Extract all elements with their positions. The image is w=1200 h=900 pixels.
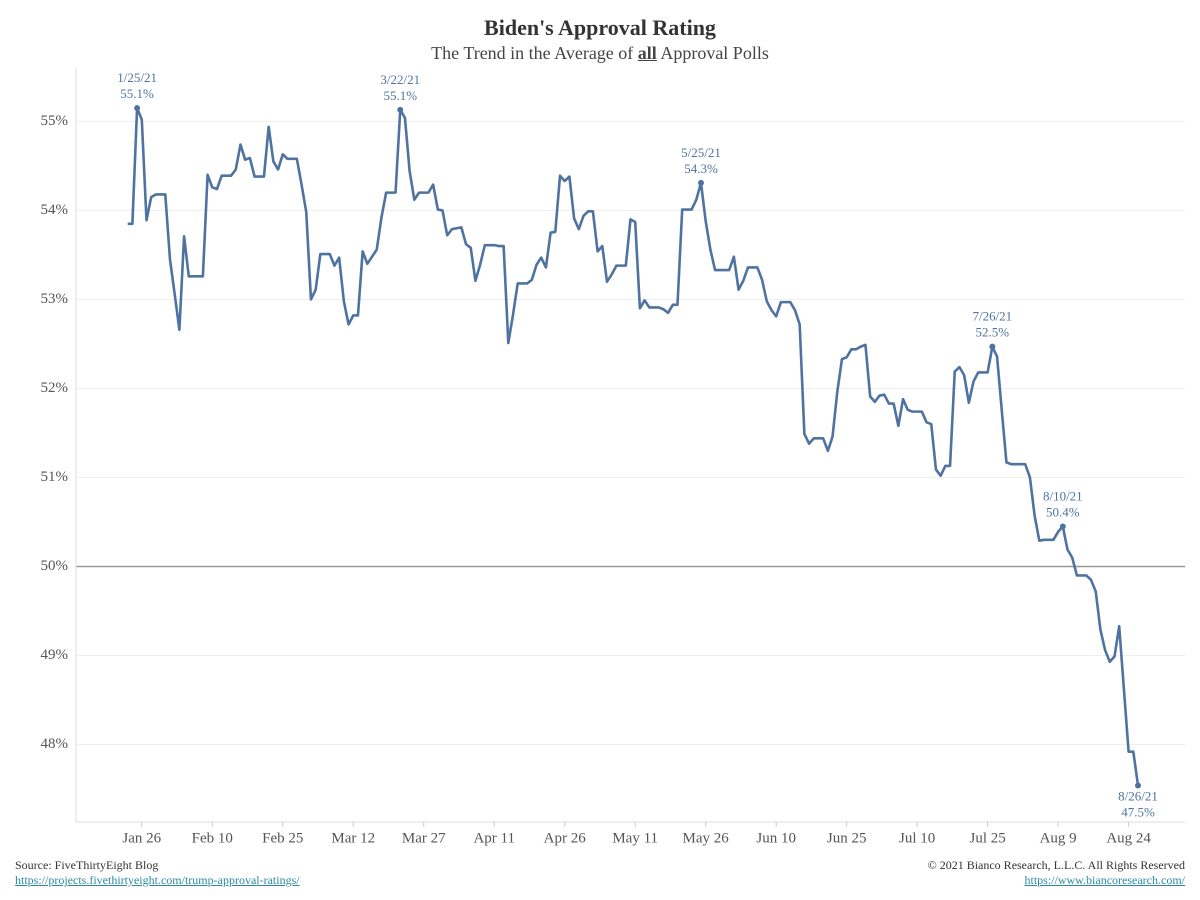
x-tick-label: Jun 10: [756, 830, 796, 846]
x-tick-label: May 26: [683, 830, 730, 846]
annotation-date: 3/22/21: [380, 72, 420, 87]
y-tick-label: 54%: [41, 202, 69, 218]
x-tick-label: Aug 9: [1040, 830, 1077, 846]
annotation-date: 5/25/21: [681, 145, 721, 160]
y-tick-label: 52%: [41, 380, 69, 396]
annotation-value: 54.3%: [684, 161, 718, 176]
x-tick-label: Mar 12: [331, 830, 375, 846]
source-block: Source: FiveThirtyEight Blog https://pro…: [15, 858, 300, 888]
annotation-point: [697, 179, 704, 186]
x-tick-label: Feb 10: [192, 830, 233, 846]
y-tick-label: 53%: [41, 291, 69, 307]
annotation-value: 52.5%: [976, 325, 1010, 340]
subtitle-text: Approval Polls: [656, 43, 769, 63]
x-tick-label: Jun 25: [827, 830, 867, 846]
y-tick-label: 55%: [41, 113, 69, 129]
annotation-date: 7/26/21: [972, 309, 1012, 324]
annotation-point: [1059, 523, 1066, 530]
copyright: © 2021 Bianco Research, L.L.C. All Right…: [927, 858, 1185, 872]
header: Biden's Approval Rating The Trend in the…: [0, 14, 1200, 64]
source-link[interactable]: https://projects.fivethirtyeight.com/tru…: [15, 873, 300, 887]
y-tick-label: 51%: [41, 469, 69, 485]
subtitle-emphasis: all: [637, 43, 657, 63]
source: Source: FiveThirtyEight Blog: [15, 858, 159, 872]
annotation-point: [989, 343, 996, 350]
copyright-block: © 2021 Bianco Research, L.L.C. All Right…: [928, 858, 1185, 888]
x-tick-label: Mar 27: [402, 830, 446, 846]
annotation-date: 1/25/21: [117, 70, 157, 85]
x-tick-label: Jan 26: [122, 830, 161, 846]
chart-title: Biden's Approval Rating: [484, 15, 716, 40]
annotation-value: 55.1%: [383, 88, 417, 103]
line-series: [127, 106, 1140, 786]
copyright-link[interactable]: https://www.biancoresearch.com/: [1024, 873, 1185, 887]
subtitle-text: The Trend in the Average of: [431, 43, 638, 63]
x-tick-label: Feb 25: [262, 830, 303, 846]
annotation-value: 50.4%: [1046, 504, 1080, 519]
y-tick-label: 48%: [41, 736, 69, 752]
x-tick-label: Jul 25: [970, 830, 1006, 846]
x-tick-label: Apr 11: [473, 830, 515, 846]
annotation-value: 47.5%: [1121, 804, 1155, 819]
x-tick-label: May 11: [612, 830, 658, 846]
annotation-point: [134, 105, 141, 112]
chart-subtitle: The Trend in the Average of all Approval…: [0, 42, 1200, 64]
x-tick-label: Apr 26: [544, 830, 587, 846]
annotation-date: 8/26/21: [1118, 788, 1158, 803]
annotation-point: [397, 106, 404, 113]
y-tick-label: 50%: [41, 558, 69, 574]
y-tick-label: 49%: [41, 647, 69, 663]
annotation-date: 8/10/21: [1043, 488, 1083, 503]
annotation-point: [1135, 782, 1142, 789]
annotation-value: 55.1%: [120, 86, 154, 101]
x-tick-label: Jul 10: [899, 830, 935, 846]
x-tick-label: Aug 24: [1106, 830, 1151, 846]
